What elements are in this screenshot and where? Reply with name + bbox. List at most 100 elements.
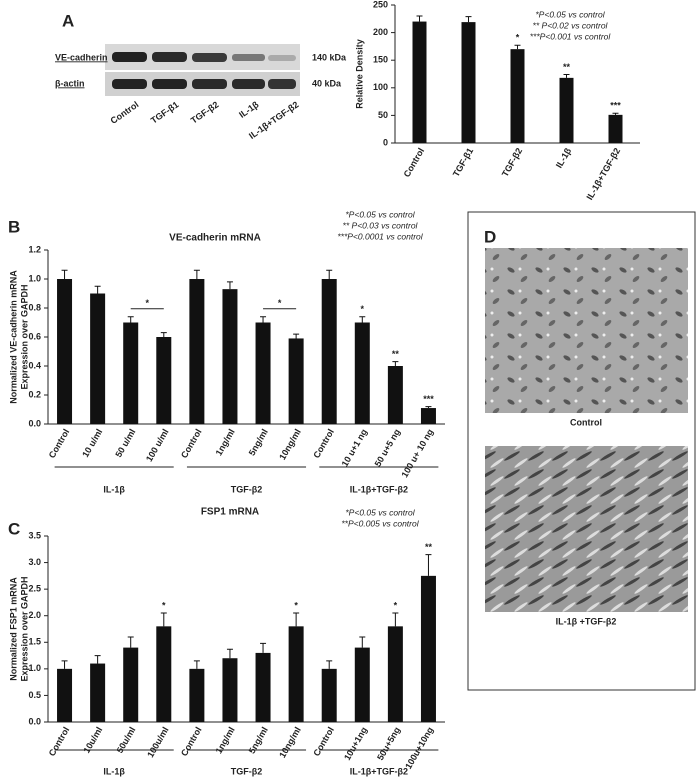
chart-title: VE-cadherin mRNA: [169, 233, 261, 244]
significance-mark: **: [425, 542, 433, 552]
significance-mark: *: [145, 298, 149, 308]
x-tick-label: 100 u+ 10 ng: [399, 427, 435, 479]
y-axis-label: Normalized FSP1 mRNA: [8, 577, 18, 681]
significance-note: *P<0.05 vs control: [345, 209, 415, 219]
y-tick-label: 2.5: [28, 584, 41, 594]
error-bar: [514, 44, 521, 50]
y-tick-label: 200: [373, 27, 388, 37]
x-tick-label: IL-1β+TGF-β2: [585, 146, 623, 201]
x-tick-label: Control: [402, 146, 427, 179]
image-caption: Control: [570, 417, 602, 427]
error-bar: [293, 333, 300, 339]
significance-mark: **: [392, 349, 400, 359]
x-tick-label: 100u+10ng: [403, 725, 435, 771]
bar: [387, 626, 403, 722]
error-bar: [425, 554, 432, 576]
y-tick-label: 0.0: [28, 418, 41, 428]
bar: [608, 114, 623, 143]
y-tick-label: 1.5: [28, 637, 41, 647]
blot-row-label: β-actin: [55, 78, 85, 88]
x-tick-label: 10ng/ml: [277, 725, 303, 759]
significance-mark: *: [361, 304, 365, 314]
error-bar: [293, 612, 300, 627]
error-bar: [160, 612, 167, 627]
bar: [222, 289, 238, 424]
x-tick-label: 1ng/ml: [214, 427, 237, 457]
blot-size-label: 140 kDa: [312, 52, 347, 62]
image-caption: IL-1β +TGF-β2: [556, 616, 617, 626]
y-tick-label: 50: [378, 110, 388, 120]
error-bar: [193, 660, 200, 669]
bar: [387, 366, 403, 424]
y-tick-label: 100: [373, 82, 388, 92]
y-axis-label: Expression over GAPDH: [19, 284, 29, 389]
x-tick-label: 10 u+1 ng: [340, 427, 370, 468]
lane-label: TGF-β2: [189, 99, 221, 125]
bar: [57, 279, 73, 424]
bar: [420, 408, 436, 424]
significance-note: ** P<0.02 vs control: [533, 20, 609, 30]
x-tick-label: Control: [47, 725, 72, 758]
significance-mark: *: [516, 33, 520, 43]
x-tick-label: Control: [47, 427, 72, 460]
bar: [90, 663, 106, 722]
bar: [90, 293, 106, 424]
bar: [255, 322, 271, 424]
significance-mark: *: [294, 600, 298, 610]
western-blot: [105, 44, 300, 96]
y-axis-label: Expression over GAPDH: [19, 576, 29, 681]
y-tick-label: 0.4: [28, 360, 41, 370]
bar: [354, 322, 370, 424]
y-tick-label: 0.2: [28, 389, 41, 399]
group-label: IL-1β: [103, 766, 125, 776]
panel-letter: B: [8, 217, 20, 236]
x-tick-label: TGF-β1: [451, 146, 475, 178]
y-tick-label: 0.6: [28, 331, 41, 341]
error-bar: [326, 269, 333, 279]
panel-frame: [467, 211, 696, 691]
bar: [288, 338, 304, 424]
error-bar: [94, 285, 101, 294]
error-bar: [61, 660, 68, 669]
bar: [156, 337, 172, 424]
bar: [510, 49, 525, 143]
error-bar: [226, 648, 233, 659]
chart-title: FSP1 mRNA: [201, 507, 259, 518]
blot-size-label: 40 kDa: [312, 78, 342, 88]
y-axis-label: Relative Density: [354, 39, 364, 109]
bar: [354, 647, 370, 722]
x-tick-label: 10 u/ml: [80, 427, 104, 459]
y-tick-label: 0.0: [28, 716, 41, 726]
bar: [189, 668, 205, 722]
panel-letter: C: [8, 519, 20, 538]
blot-row-label: VE-cadherin: [55, 52, 108, 62]
lane-label: Control: [109, 99, 141, 126]
error-bar: [416, 15, 423, 22]
bar: [420, 575, 436, 722]
error-bar: [160, 332, 167, 337]
error-bar: [94, 655, 101, 664]
error-bar: [563, 74, 570, 78]
x-tick-label: Control: [179, 427, 204, 460]
panel-letter: D: [484, 227, 496, 246]
bar: [412, 21, 427, 144]
bar: [255, 652, 271, 722]
error-bar: [612, 112, 619, 115]
x-tick-label: IL-1β: [554, 146, 574, 170]
bar: [288, 626, 304, 722]
x-tick-label: 5ng/ml: [247, 725, 270, 755]
group-label: IL-1β+TGF-β2: [350, 484, 408, 494]
lane-label: TGF-β1: [149, 99, 181, 125]
y-tick-label: 3.5: [28, 530, 41, 540]
bar: [461, 22, 476, 143]
y-tick-label: 0: [383, 137, 388, 147]
micrograph: [485, 446, 688, 612]
lane-label: IL-1β: [237, 99, 261, 120]
x-tick-label: 5ng/ml: [247, 427, 270, 457]
bar: [156, 626, 172, 722]
significance-mark: ***: [423, 394, 434, 404]
error-bar: [392, 361, 399, 366]
x-tick-label: 100u/ml: [145, 725, 170, 759]
bar: [321, 279, 337, 424]
significance-note: ***P<0.001 vs control: [530, 31, 612, 41]
